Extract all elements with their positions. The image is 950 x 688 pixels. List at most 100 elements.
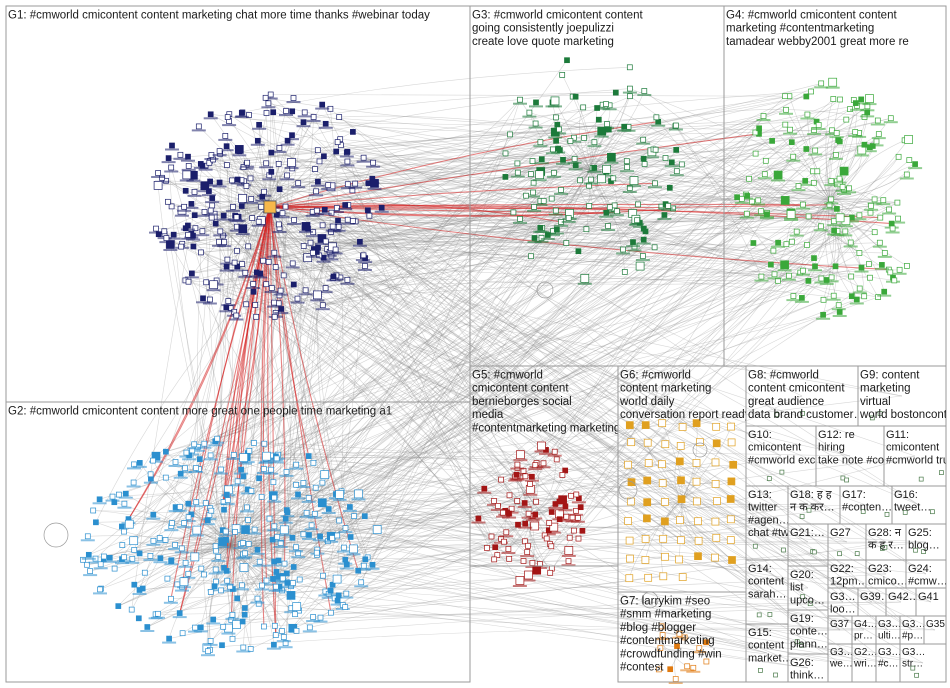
node-g4[interactable] xyxy=(755,197,762,204)
node-g2[interactable] xyxy=(162,474,169,481)
node-g6[interactable] xyxy=(712,439,721,448)
node-g5[interactable] xyxy=(532,462,539,468)
node-g6[interactable] xyxy=(625,421,634,429)
node-g4[interactable] xyxy=(808,88,814,95)
node-g2[interactable] xyxy=(327,587,334,594)
node-g3[interactable] xyxy=(553,137,559,144)
node-g1[interactable] xyxy=(265,258,272,265)
node-g1[interactable] xyxy=(168,203,175,210)
node-g2[interactable] xyxy=(247,646,254,652)
node-g1[interactable] xyxy=(314,147,321,154)
node-g4[interactable] xyxy=(879,262,885,268)
node-g5[interactable] xyxy=(514,498,521,504)
node-g3[interactable] xyxy=(551,169,557,176)
node-g1[interactable] xyxy=(317,234,327,243)
node-g3[interactable] xyxy=(612,89,619,96)
node-g6[interactable] xyxy=(727,438,736,447)
node-g4[interactable] xyxy=(887,115,894,122)
node-g1[interactable] xyxy=(268,285,275,291)
node-g2[interactable] xyxy=(240,540,246,546)
node-g4[interactable] xyxy=(734,194,740,201)
node-g1[interactable] xyxy=(291,217,297,223)
node-g3[interactable] xyxy=(651,244,658,251)
node-g3[interactable] xyxy=(552,207,559,214)
node-g1[interactable] xyxy=(203,279,210,286)
node-g4[interactable] xyxy=(895,153,902,160)
node-g2[interactable] xyxy=(263,577,270,584)
node-g5[interactable] xyxy=(577,504,584,511)
node-g1[interactable] xyxy=(284,172,290,179)
node-g5[interactable] xyxy=(515,521,521,528)
node-g2[interactable] xyxy=(313,549,320,556)
node-g1[interactable] xyxy=(182,187,189,194)
node-g3[interactable] xyxy=(614,208,620,215)
node-g2[interactable] xyxy=(360,562,367,569)
node-g6[interactable] xyxy=(661,440,670,449)
node-g3[interactable] xyxy=(635,261,645,271)
node-g4[interactable] xyxy=(835,137,842,143)
node-g2[interactable] xyxy=(354,489,363,499)
node-g1[interactable] xyxy=(255,218,262,225)
node-g1[interactable] xyxy=(312,166,318,172)
node-g2[interactable] xyxy=(97,561,104,568)
node-g3[interactable] xyxy=(610,175,617,182)
node-g6[interactable] xyxy=(625,536,634,545)
node-g1[interactable] xyxy=(163,235,170,241)
node-g2[interactable] xyxy=(256,475,262,482)
node-g4[interactable] xyxy=(867,274,873,281)
node-g5[interactable] xyxy=(575,514,581,521)
node-g3[interactable] xyxy=(553,114,559,121)
node-g2[interactable] xyxy=(271,558,277,565)
node-g7[interactable] xyxy=(676,630,683,637)
node-g2[interactable] xyxy=(280,634,287,640)
node-g7[interactable] xyxy=(657,645,664,652)
node-g3[interactable] xyxy=(567,138,574,144)
node-g3[interactable] xyxy=(620,246,626,253)
node-g2[interactable] xyxy=(239,563,249,572)
node-g1[interactable] xyxy=(280,272,287,279)
node-g18[interactable] xyxy=(799,514,805,519)
node-g3[interactable] xyxy=(662,155,669,161)
node-g1[interactable] xyxy=(225,298,232,304)
node-g4[interactable] xyxy=(895,215,901,222)
node-g2[interactable] xyxy=(223,491,230,498)
node-g1[interactable] xyxy=(238,203,245,209)
node-g2[interactable] xyxy=(179,577,189,587)
node-g4[interactable] xyxy=(873,138,880,145)
node-g4[interactable] xyxy=(875,294,881,300)
node-g4[interactable] xyxy=(802,178,809,184)
node-g1[interactable] xyxy=(342,202,349,208)
node-g2[interactable] xyxy=(245,541,252,547)
node-g1[interactable] xyxy=(289,108,296,115)
node-g2[interactable] xyxy=(124,519,134,529)
node-g1[interactable] xyxy=(246,112,252,118)
node-g17[interactable] xyxy=(860,509,866,514)
node-g1[interactable] xyxy=(321,206,328,213)
node-g2[interactable] xyxy=(290,580,296,586)
node-g2[interactable] xyxy=(293,481,299,488)
node-g2[interactable] xyxy=(334,532,341,539)
node-g3[interactable] xyxy=(621,123,628,130)
node-g2[interactable] xyxy=(169,520,175,526)
node-g1[interactable] xyxy=(344,276,351,283)
node-g1[interactable] xyxy=(234,176,241,183)
node-g1[interactable] xyxy=(301,109,308,116)
node-g1[interactable] xyxy=(365,207,371,214)
node-g4[interactable] xyxy=(795,183,802,189)
node-g2[interactable] xyxy=(150,537,157,544)
node-g1[interactable] xyxy=(313,207,320,214)
node-g6[interactable] xyxy=(694,536,703,545)
node-g4[interactable] xyxy=(786,272,792,279)
node-g3c[interactable] xyxy=(910,665,916,671)
node-g7[interactable] xyxy=(655,666,662,673)
node-g1[interactable] xyxy=(243,183,250,189)
node-g1[interactable] xyxy=(253,269,260,276)
node-g1[interactable] xyxy=(321,153,327,160)
node-g3[interactable] xyxy=(532,120,539,127)
node-g3[interactable] xyxy=(558,187,564,193)
node-g2[interactable] xyxy=(251,440,257,446)
node-g6[interactable] xyxy=(627,478,636,487)
node-g6[interactable] xyxy=(675,457,684,466)
node-g5[interactable] xyxy=(514,461,521,468)
node-g6[interactable] xyxy=(624,460,632,469)
